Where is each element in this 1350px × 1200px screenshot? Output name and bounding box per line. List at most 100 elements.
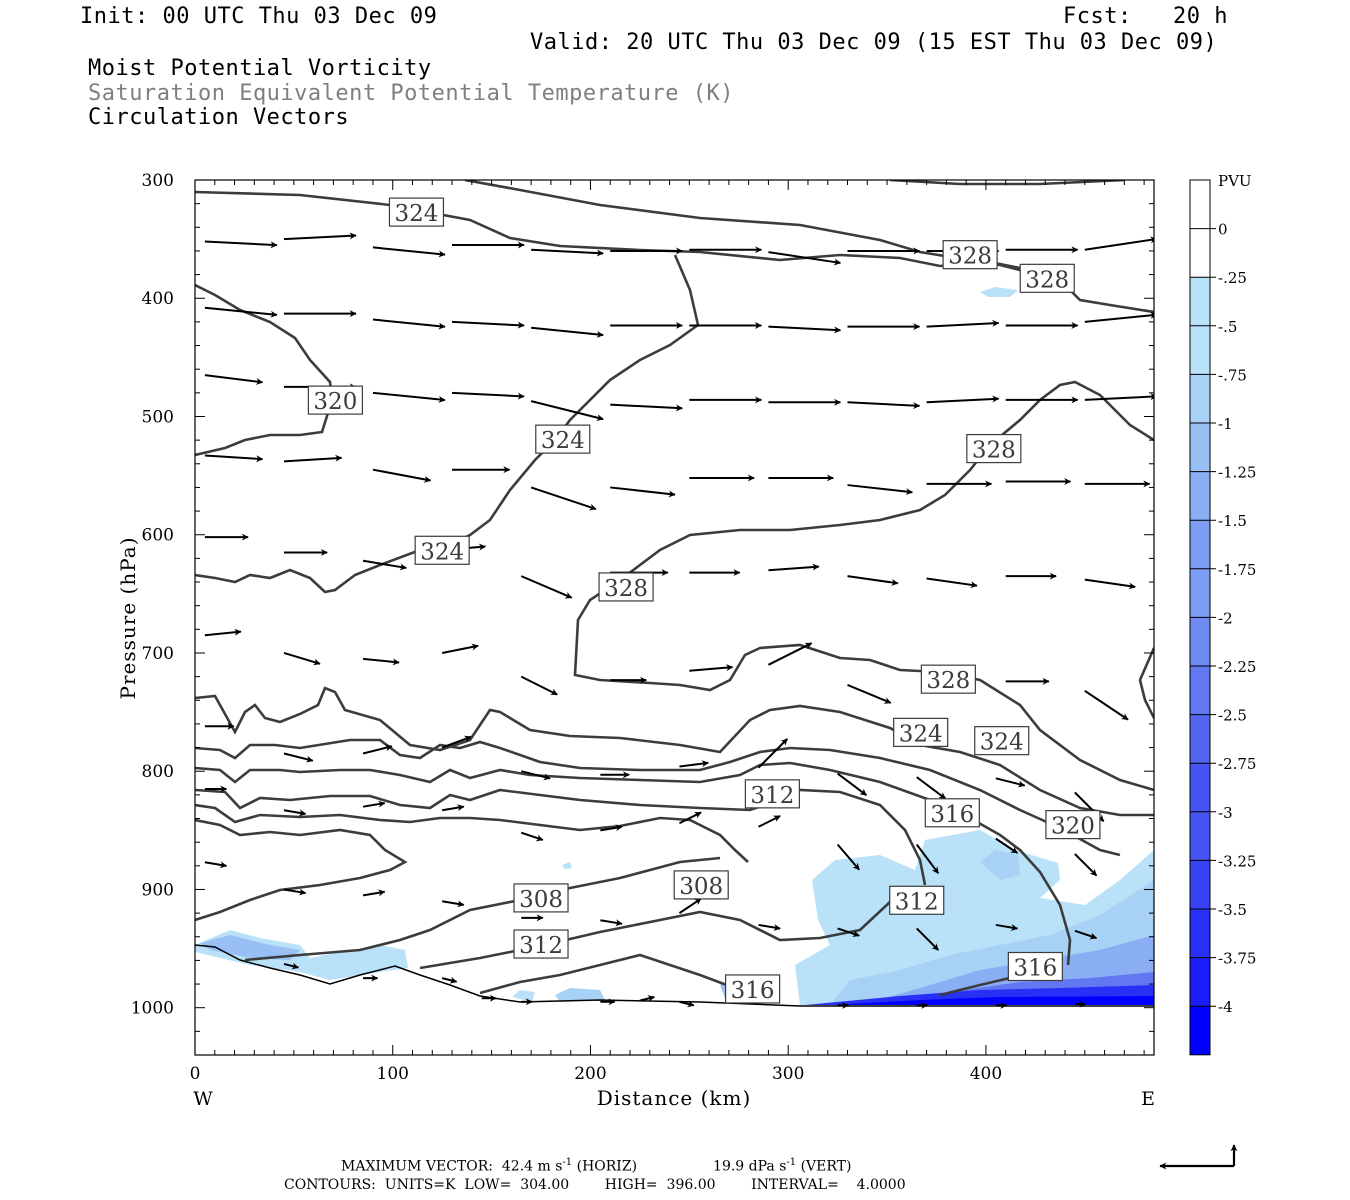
circulation-vector (452, 391, 525, 400)
colorbar-swatch (1190, 617, 1210, 666)
x-tick-label: 200 (574, 1064, 606, 1084)
contour-324-low (195, 686, 1154, 817)
mpv-region-east-bump (980, 850, 1020, 880)
circulation-vector (531, 326, 604, 338)
circulation-vector (926, 395, 1000, 404)
circulation-vector (678, 811, 702, 825)
colorbar-swatch (1190, 714, 1210, 764)
circulation-vector (679, 760, 709, 768)
circulation-vector (916, 776, 947, 800)
colorbar-swatch (1190, 277, 1210, 326)
circulation-vector (204, 240, 278, 249)
y-tick-label: 1000 (131, 999, 174, 1019)
circulation-vector (283, 752, 314, 763)
circulation-vector (1084, 311, 1154, 323)
contour-label-box (307, 385, 363, 415)
circulation-vector (1074, 929, 1098, 940)
circulation-vector (452, 320, 525, 329)
circulation-vector (530, 486, 597, 511)
colorbar-label: -2.25 (1218, 658, 1256, 676)
horiz-tag: (HORIZ) (572, 1158, 638, 1175)
colorbar-label: -3 (1218, 804, 1233, 822)
contour-label: 328 (948, 244, 992, 270)
contour-label-box (598, 572, 654, 602)
circulation-vector (610, 403, 683, 412)
y-tick-label: 500 (142, 407, 174, 427)
contour-308-bottom (244, 856, 721, 962)
circulation-vector (837, 927, 860, 938)
colorbar-swatch (1190, 957, 1210, 1007)
y-tick-label: 300 (142, 171, 174, 191)
contour-label-box (974, 726, 1030, 756)
contour-label: 324 (899, 721, 943, 747)
colorbar-swatch (1190, 228, 1210, 278)
x-tick-label: 0 (190, 1064, 201, 1084)
field-title-3: Circulation Vectors (88, 105, 350, 130)
mpv-region-small-5 (562, 862, 572, 869)
mpv-shading (195, 287, 1154, 1005)
colorbar-unit: PVU (1218, 172, 1252, 190)
circulation-vector (995, 777, 1026, 788)
contour-316-east (939, 976, 1011, 997)
contour-label: 328 (604, 576, 648, 602)
circulation-vector (847, 683, 892, 704)
circulation-vector (1084, 689, 1129, 721)
contour-label: 316 (1013, 956, 1057, 982)
horiz-unit-exponent: -1 (562, 1157, 573, 1168)
colorbar-swatch (1190, 568, 1210, 618)
circulation-vector (837, 772, 868, 796)
circulation-vector (847, 401, 921, 410)
contour-label-box (889, 885, 945, 915)
circulation-vector (836, 843, 860, 871)
colorbar-label: -.25 (1218, 269, 1247, 287)
mpv-region-small-1 (555, 988, 605, 1002)
circulation-vector (639, 995, 655, 1002)
max-vector-horiz: MAXIMUM VECTOR: 42.4 m s (341, 1158, 563, 1175)
y-tick-label: 700 (142, 644, 174, 664)
contour-308-low (195, 803, 749, 863)
circulation-vector (758, 923, 781, 931)
circulation-vector (916, 927, 940, 951)
circulation-vector (441, 976, 458, 984)
contour-label: 320 (313, 389, 357, 415)
contour-label: 320 (1051, 814, 1095, 840)
contour-label: 324 (420, 539, 464, 565)
circulation-vector (362, 657, 400, 666)
mpv-region-east-6 (830, 996, 1154, 1005)
vert-unit-exponent: -1 (786, 1157, 797, 1168)
colorbar-label: -3.5 (1218, 901, 1247, 919)
circulation-vector (768, 563, 820, 572)
circulation-vector (531, 248, 604, 257)
colorbar-label: -3.25 (1218, 852, 1256, 870)
contour-label: 328 (926, 668, 970, 694)
y-tick-label: 600 (142, 526, 174, 546)
circulation-vector (204, 628, 242, 637)
contour-label: 308 (519, 887, 563, 913)
contour-332-top (889, 180, 1126, 186)
circulation-vector (372, 468, 432, 483)
colorbar-swatch (1190, 374, 1210, 423)
circulation-vector (1084, 393, 1154, 401)
colorbar-swatch (1190, 909, 1210, 958)
circulation-vector (847, 484, 914, 496)
circulation-vector (204, 374, 264, 385)
colorbar-swatch (1190, 471, 1210, 521)
circulation-vector (678, 897, 702, 914)
contour-332-right (1138, 647, 1154, 719)
field-title-1: Moist Potential Vorticity (88, 56, 432, 81)
plot-frame (194, 179, 1155, 1056)
circulation-vector (441, 735, 472, 749)
contour-label: 328 (972, 438, 1016, 464)
colorbar-label: -.5 (1218, 318, 1237, 336)
contour-320 (195, 283, 334, 457)
axis-tick-labels: 0 100 200 300 400 300 400 500 600 700 800 900 1000 (131, 171, 1002, 1084)
colorbar-swatch (1190, 1006, 1210, 1055)
contour-label-box (1007, 951, 1063, 982)
colorbar-label: -1.75 (1218, 561, 1256, 579)
x-endpoint-east: E (1141, 1088, 1155, 1110)
circulation-vector (372, 391, 446, 403)
contour-304-low (195, 818, 408, 922)
x-endpoint-west: W (193, 1088, 213, 1110)
circulation-vector (768, 325, 842, 334)
circulation-vector (768, 251, 842, 266)
